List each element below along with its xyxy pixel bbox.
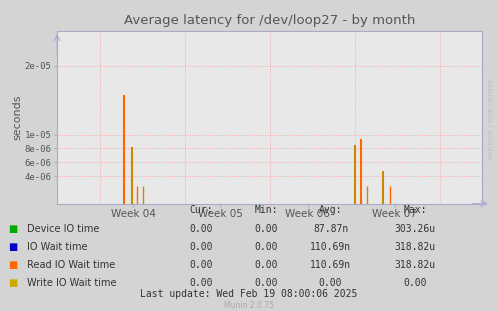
- Text: 110.69n: 110.69n: [310, 242, 351, 252]
- Text: 318.82u: 318.82u: [395, 242, 435, 252]
- Text: ■: ■: [8, 260, 17, 270]
- Text: 0.00: 0.00: [189, 278, 213, 288]
- Text: 110.69n: 110.69n: [310, 260, 351, 270]
- Text: Max:: Max:: [403, 205, 427, 215]
- Text: Munin 2.0.75: Munin 2.0.75: [224, 301, 273, 310]
- Text: Write IO Wait time: Write IO Wait time: [27, 278, 117, 288]
- Text: 303.26u: 303.26u: [395, 224, 435, 234]
- Text: RRDTOOL / TOBI OETIKER: RRDTOOL / TOBI OETIKER: [489, 78, 494, 159]
- Y-axis label: seconds: seconds: [12, 95, 22, 140]
- Text: Read IO Wait time: Read IO Wait time: [27, 260, 116, 270]
- Text: Device IO time: Device IO time: [27, 224, 100, 234]
- Text: Cur:: Cur:: [189, 205, 213, 215]
- Text: Avg:: Avg:: [319, 205, 342, 215]
- Text: 0.00: 0.00: [189, 224, 213, 234]
- Title: Average latency for /dev/loop27 - by month: Average latency for /dev/loop27 - by mon…: [124, 14, 415, 27]
- Text: 0.00: 0.00: [403, 278, 427, 288]
- Text: 0.00: 0.00: [189, 242, 213, 252]
- Text: 318.82u: 318.82u: [395, 260, 435, 270]
- Text: 0.00: 0.00: [319, 278, 342, 288]
- Text: 0.00: 0.00: [254, 224, 278, 234]
- Text: 87.87n: 87.87n: [313, 224, 348, 234]
- Text: Min:: Min:: [254, 205, 278, 215]
- Text: 0.00: 0.00: [254, 278, 278, 288]
- Text: 0.00: 0.00: [189, 260, 213, 270]
- Text: ■: ■: [8, 242, 17, 252]
- Text: ■: ■: [8, 224, 17, 234]
- Text: 0.00: 0.00: [254, 242, 278, 252]
- Text: 0.00: 0.00: [254, 260, 278, 270]
- Text: ■: ■: [8, 278, 17, 288]
- Text: IO Wait time: IO Wait time: [27, 242, 88, 252]
- Text: Last update: Wed Feb 19 08:00:06 2025: Last update: Wed Feb 19 08:00:06 2025: [140, 289, 357, 299]
